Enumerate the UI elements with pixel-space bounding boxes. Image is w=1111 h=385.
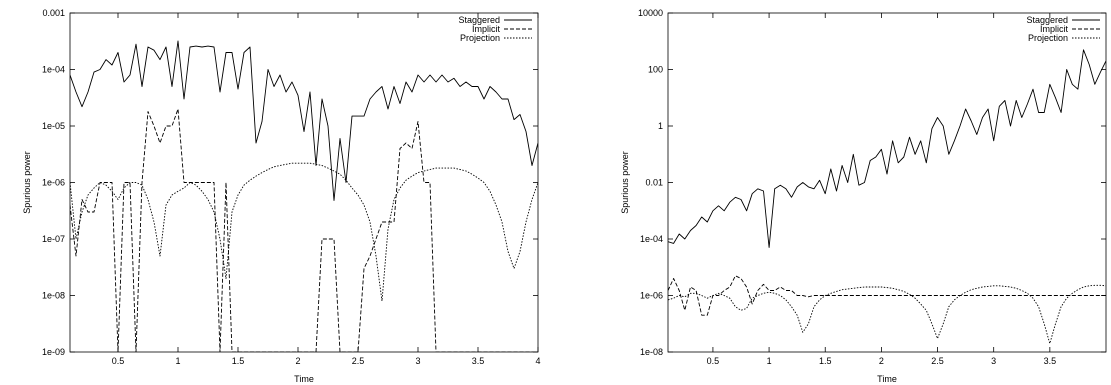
legend-label: Projection — [1028, 33, 1068, 43]
x-tick-label: 2.5 — [352, 356, 365, 366]
y-tick-label: 1e-07 — [42, 234, 65, 244]
y-tick-label: 0.001 — [42, 8, 65, 18]
y-tick-label: 1e-04 — [42, 65, 65, 75]
y-axis-label: Spurious power — [22, 151, 32, 214]
y-tick-label: 1e-08 — [42, 291, 65, 301]
x-tick-label: 3.5 — [1044, 356, 1057, 366]
x-axis-label: Time — [877, 374, 897, 384]
x-tick-label: 1.5 — [232, 356, 245, 366]
plot-frame — [667, 12, 1107, 353]
left-chart-panel: 1e-09 1e-08 1e-07 1e-06 1e-05 1e-04 0.001 0.5 1 1… — [22, 8, 541, 384]
series-line-staggered — [70, 40, 538, 201]
y-tick-label: 1e-05 — [42, 121, 65, 131]
x-tick-label: 0.5 — [112, 356, 125, 366]
x-tick-label: 1.5 — [819, 356, 832, 366]
y-axis-label: Spurious power — [620, 151, 630, 214]
x-tick-label: 1 — [175, 356, 180, 366]
x-tick-label: 3 — [991, 356, 996, 366]
legend-label: Staggered — [1026, 15, 1068, 25]
x-tick-label: 1 — [767, 356, 772, 366]
y-tick-label: 1e-09 — [42, 347, 65, 357]
y-tick-label: 1e-06 — [42, 178, 65, 188]
x-tick-label: 4 — [535, 356, 540, 366]
legend-label: Implicit — [472, 24, 501, 34]
series-line-staggered — [668, 49, 1106, 248]
x-tick-label: 2 — [879, 356, 884, 366]
x-tick-label: 2 — [295, 356, 300, 366]
legend-label: Implicit — [1040, 24, 1069, 34]
y-tick-label: 1e-08 — [640, 347, 663, 357]
x-tick-label: 0.5 — [707, 356, 720, 366]
y-tick-label: 100 — [648, 65, 663, 75]
legend-label: Projection — [460, 33, 500, 43]
series-group — [668, 49, 1106, 344]
y-tick-label: 1e-06 — [640, 291, 663, 301]
right-chart-panel: 1e-08 1e-06 1e-04 0.01 1 100 10000 0.5 1 1.5 2 2.5 3… — [620, 8, 1107, 384]
y-tick-label: 10000 — [638, 8, 663, 18]
series-line-implicit — [668, 275, 1106, 316]
plot-frame — [69, 12, 539, 353]
x-axis-label: Time — [294, 374, 314, 384]
legend-label: Staggered — [458, 15, 500, 25]
x-tick-label: 3 — [415, 356, 420, 366]
x-tick-label: 3.5 — [472, 356, 485, 366]
series-line-projection — [70, 162, 538, 302]
series-line-implicit — [70, 108, 538, 352]
x-tick-label: 2.5 — [931, 356, 944, 366]
y-tick-label: 0.01 — [645, 178, 663, 188]
series-group — [70, 40, 538, 352]
series-line-projection — [668, 284, 1106, 344]
y-tick-label: 1 — [658, 121, 663, 131]
y-tick-label: 1e-04 — [640, 234, 663, 244]
